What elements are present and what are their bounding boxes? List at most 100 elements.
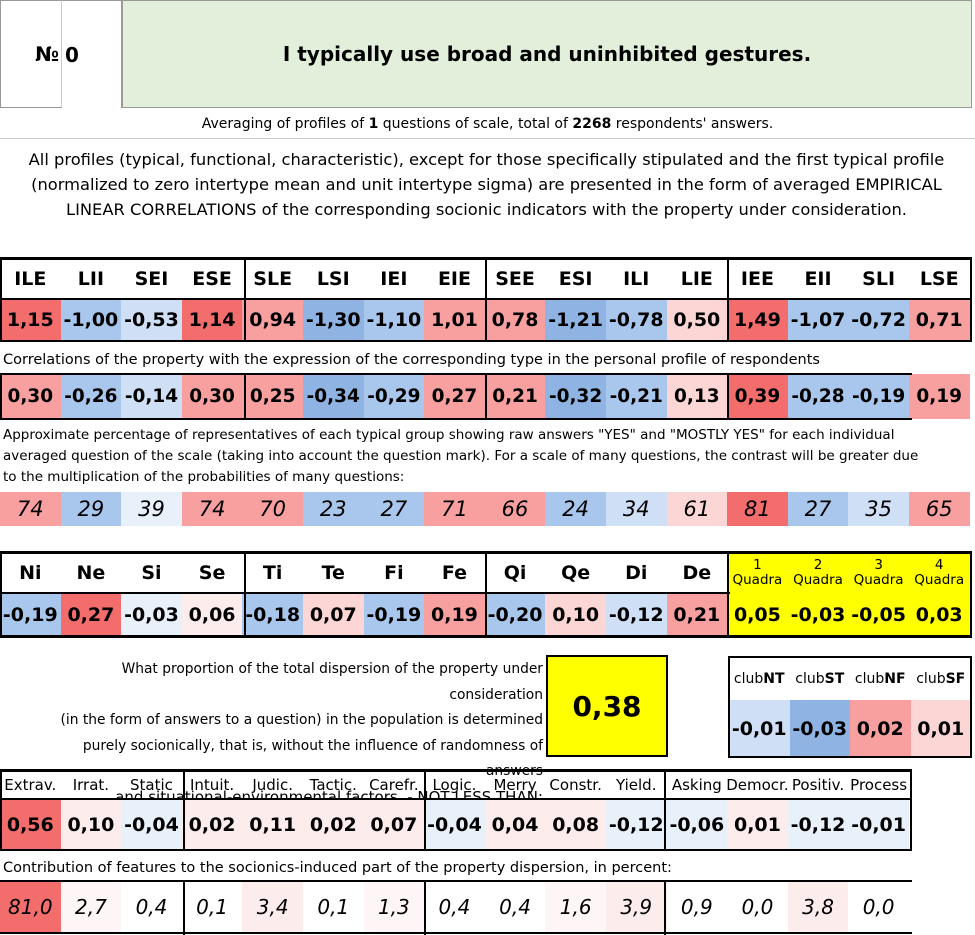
trait-value-10: -0,12 — [605, 799, 667, 850]
summary-middle: questions of scale, total of — [382, 115, 568, 132]
summary-prefix: Averaging of profiles of — [201, 115, 365, 132]
type-normalized-5: -1,30 — [302, 299, 364, 341]
type-correlation-11: 0,13 — [666, 374, 728, 419]
club-header-0: club NT — [729, 658, 790, 700]
type-header-10: ILI — [623, 268, 650, 290]
club-value-3: 0,01 — [910, 700, 971, 757]
clubs-header-row: club NT club ST club NF club SF — [729, 658, 971, 700]
type-normalized-13: -1,07 — [787, 299, 849, 341]
traits-header-row: Extrav. Irrat. Static Intuit. Judic. Tactic. C… — [0, 771, 909, 798]
question-title: I typically use broad and uninhibited ge… — [122, 0, 972, 108]
dispersion-text: What proportion of the total dispersion … — [30, 657, 543, 810]
trait-header-10: Yield. — [615, 775, 657, 794]
quadra-label-3: Quadra — [914, 572, 965, 588]
function-value-10: -0,12 — [605, 593, 667, 636]
trait-contribution-0: 81,0 — [0, 881, 61, 932]
trait-header-7: Logic. — [432, 775, 477, 794]
type-percentage-4: 70 — [242, 492, 303, 526]
type-header-3: ESE — [192, 268, 232, 290]
quadra-number-0: 1 — [753, 557, 762, 573]
type-percentage-12: 81 — [727, 492, 788, 526]
types-normalized-row: 1,15 -1,00 -0,53 1,14 0,94 -1,30 -1,10 1,01 0,78… — [0, 299, 970, 341]
trait-value-13: -0,12 — [787, 799, 849, 850]
summary-suffix: respondents' answers. — [615, 115, 774, 132]
function-header-0: Ni — [19, 562, 42, 584]
type-normalized-1: -1,00 — [60, 299, 122, 341]
function-value-8: -0,20 — [484, 593, 546, 636]
club-code-0: NT — [763, 671, 785, 687]
function-header-10: Di — [625, 562, 648, 584]
trait-contribution-3: 0,1 — [181, 881, 243, 932]
function-header-7: Fe — [441, 562, 467, 584]
function-value-9: 0,10 — [545, 593, 606, 636]
trait-contribution-4: 3,4 — [242, 881, 303, 932]
function-header-2: Si — [141, 562, 162, 584]
function-value-5: 0,07 — [302, 593, 364, 636]
types-percentage-row: 74 29 39 74 70 23 27 71 66 24 34 61 81 27 35 65 — [0, 492, 970, 526]
dispersion-line-1: What proportion of the total dispersion … — [121, 661, 543, 703]
type-correlation-8: 0,21 — [484, 374, 546, 419]
quadra-label-0: Quadra — [732, 572, 783, 588]
trait-value-9: 0,08 — [545, 799, 606, 850]
quadra-header-2: 3 Quadra — [848, 553, 909, 593]
type-header-5: LSI — [316, 268, 350, 290]
type-percentage-5: 23 — [302, 492, 364, 526]
clubs-values-row: -0,01 -0,03 0,02 0,01 — [729, 700, 971, 757]
type-normalized-8: 0,78 — [484, 299, 546, 341]
functions-values-row: -0,19 0,27 -0,03 0,06 -0,18 0,07 -0,19 0,19 -0,2… — [0, 593, 970, 636]
trait-value-11: -0,06 — [666, 799, 728, 850]
function-header-1: Ne — [76, 562, 106, 584]
type-correlation-10: -0,21 — [605, 374, 667, 419]
function-header-4: Ti — [262, 562, 283, 584]
trait-contribution-9: 1,6 — [545, 881, 606, 932]
trait-value-4: 0,11 — [242, 799, 303, 850]
type-correlation-14: -0,19 — [848, 374, 909, 419]
trait-contribution-12: 0,0 — [727, 881, 788, 932]
function-header-9: Qe — [561, 562, 591, 584]
traits-contribution-row: 81,0 2,7 0,4 0,1 3,4 0,1 1,3 0,4 0,4 1,6 3,9 0,9 0,0… — [0, 881, 909, 932]
quadra-number-2: 3 — [874, 557, 883, 573]
trait-value-7: -0,04 — [424, 799, 485, 850]
trait-header-1: Irrat. — [72, 775, 110, 794]
quadra-value-0: 0,05 — [727, 593, 788, 636]
quadra-number-3: 4 — [934, 557, 944, 573]
type-normalized-14: -0,72 — [848, 299, 909, 341]
quadra-header-0: 1 Quadra — [727, 553, 788, 593]
type-normalized-7: 1,01 — [424, 299, 485, 341]
type-percentage-3: 74 — [181, 492, 243, 526]
trait-header-3: Intuit. — [190, 775, 235, 794]
trait-value-8: 0,04 — [484, 799, 546, 850]
type-header-14: SLI — [862, 268, 896, 290]
club-header-2: club NF — [850, 658, 911, 700]
club-prefix-3: club — [916, 671, 946, 687]
trait-value-0: 0,56 — [0, 799, 61, 850]
type-correlation-12: 0,39 — [727, 374, 788, 419]
correlation-caption: Correlations of the property with the ex… — [3, 352, 820, 368]
type-header-2: SEI — [134, 268, 169, 290]
type-correlation-1: -0,26 — [60, 374, 122, 419]
type-normalized-0: 1,15 — [0, 299, 61, 341]
trait-header-12: Democr. — [726, 775, 789, 794]
trait-header-5: Tactic. — [309, 775, 357, 794]
type-header-0: ILE — [14, 268, 47, 290]
function-header-11: De — [682, 562, 712, 584]
type-correlation-9: -0,32 — [545, 374, 606, 419]
type-header-1: LII — [77, 268, 105, 290]
description-text: All profiles (typical, functional, chara… — [28, 149, 945, 219]
trait-contribution-2: 0,4 — [121, 881, 182, 932]
type-correlation-5: -0,34 — [302, 374, 364, 419]
trait-contribution-13: 3,8 — [787, 881, 849, 932]
type-correlation-15: 0,19 — [908, 374, 970, 419]
trait-contribution-1: 2,7 — [60, 881, 122, 932]
respondents-count: 2268 — [572, 115, 612, 132]
quadra-value-2: -0,05 — [848, 593, 909, 636]
function-header-8: Qi — [503, 562, 527, 584]
type-percentage-2: 39 — [121, 492, 182, 526]
type-correlation-13: -0,28 — [787, 374, 849, 419]
type-percentage-10: 34 — [605, 492, 667, 526]
dispersion-value: 0,38 — [546, 655, 668, 757]
club-value-1: -0,03 — [789, 700, 850, 757]
trait-header-6: Carefr. — [369, 775, 419, 794]
type-percentage-14: 35 — [848, 492, 909, 526]
questions-count: 1 — [368, 115, 379, 132]
